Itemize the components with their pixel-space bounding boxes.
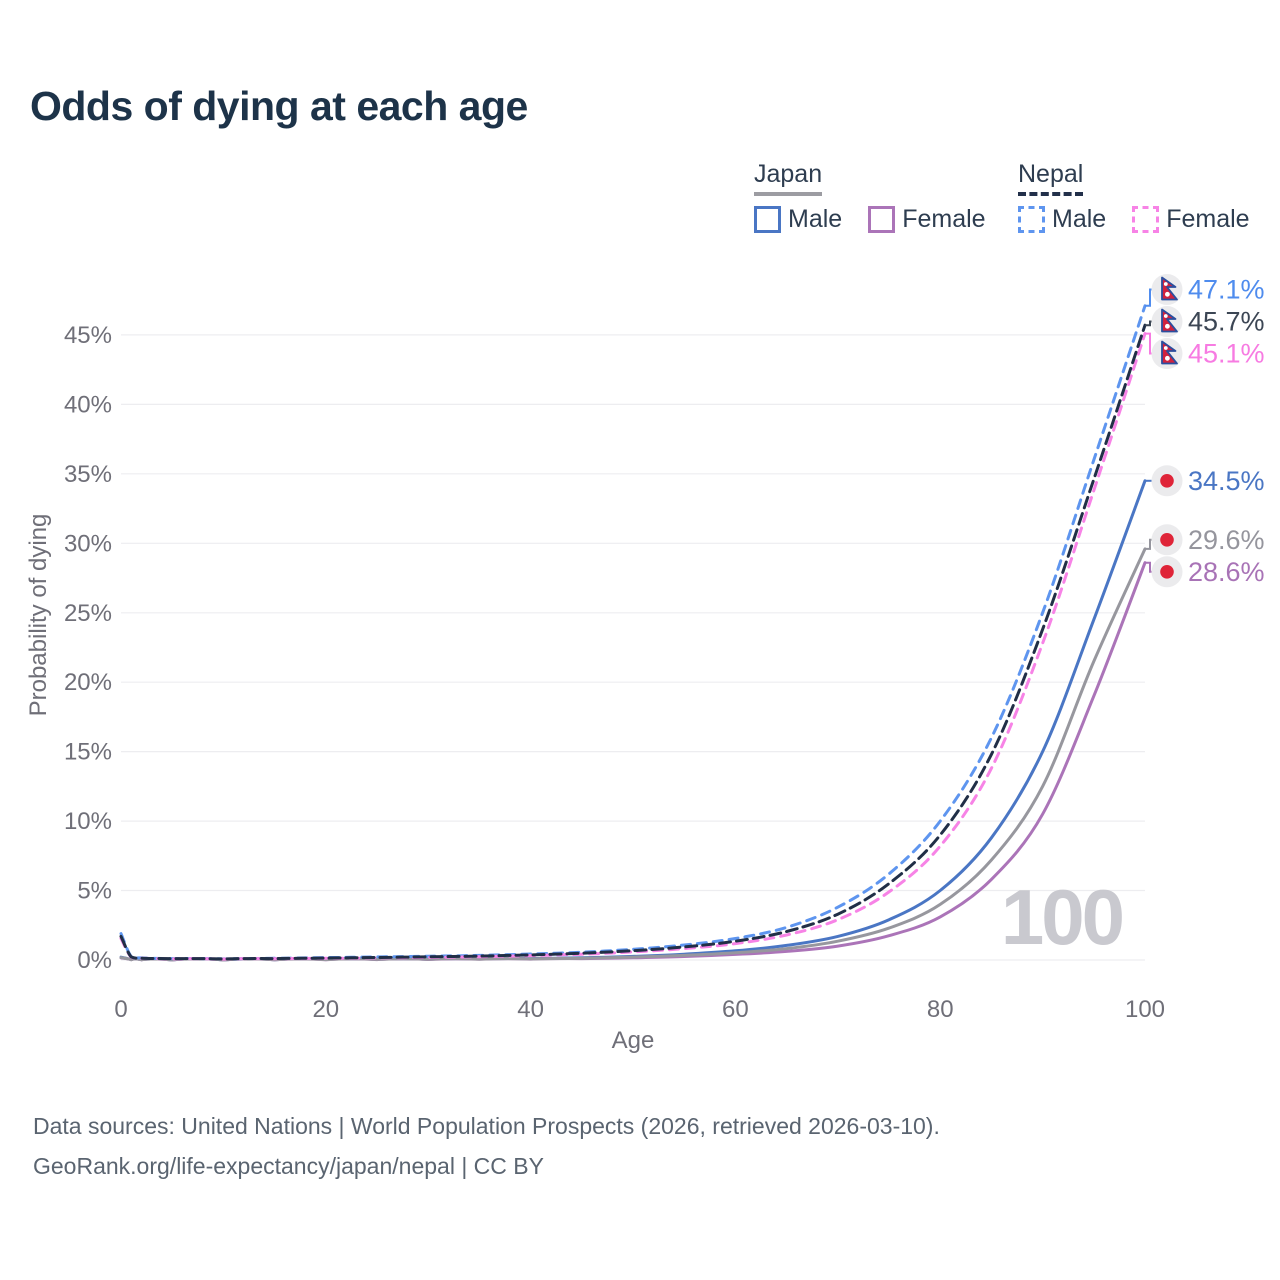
legend-item-label: Male (1052, 205, 1107, 233)
nepal-flag-icon (1161, 340, 1178, 365)
attribution-line1: Data sources: United Nations | World Pop… (33, 1113, 940, 1139)
y-tick-label: 40% (64, 391, 112, 418)
japan-female-swatch-icon (868, 206, 896, 233)
end-label-value: 45.1% (1188, 339, 1265, 369)
end-label-nepal_female: 45.1% (1145, 332, 1265, 370)
hover-age-watermark: 100 (1001, 873, 1123, 961)
legend-item-label: Female (902, 205, 986, 233)
legend-country-nepal: Nepal (1018, 160, 1084, 196)
legend-item-label: Male (788, 205, 843, 233)
x-axis-labels: 0 20 40 60 80 100 (114, 996, 1165, 1023)
end-label-japan_female: 28.6% (1145, 556, 1265, 588)
line-nepal_all[interactable] (119, 323, 1147, 961)
gridlines (121, 334, 1145, 961)
series-lines (119, 304, 1147, 962)
y-tick-label: 15% (64, 739, 112, 766)
y-tick-label: 35% (64, 461, 112, 488)
end-label-value: 47.1% (1188, 275, 1265, 305)
legend: Japan Male Female Nepal Male (0, 0, 1280, 250)
x-tick-label: 20 (312, 996, 339, 1023)
page-title: Odds of dying at each age (30, 83, 528, 129)
japan-flag-icon (1160, 565, 1174, 579)
nepal-flag-icon (1161, 276, 1178, 301)
end-label-nepal_all: 45.7% (1145, 306, 1265, 338)
label-connector (1145, 332, 1152, 355)
end-label-value: 34.5% (1188, 466, 1265, 496)
label-connector (1145, 561, 1152, 573)
nepal-flag-sun (1165, 323, 1170, 329)
attribution-line2: GeoRank.org/life-expectancy/japan/nepal … (33, 1153, 544, 1179)
legend-group-nepal: Nepal Male Female (1018, 160, 1250, 234)
attribution: Data sources: United Nations | World Pop… (33, 1106, 940, 1186)
x-tick-label: 0 (114, 996, 127, 1023)
x-tick-label: 80 (927, 996, 954, 1023)
nepal-flag-icon (1161, 308, 1178, 333)
legend-item-label: Female (1166, 205, 1250, 233)
label-connector (1145, 288, 1152, 307)
nepal-female-swatch-icon (1132, 206, 1160, 233)
nepal-flag-moon (1163, 282, 1168, 286)
end-label-japan_all: 29.6% (1145, 524, 1265, 556)
y-tick-label: 25% (64, 600, 112, 627)
y-tick-label: 30% (64, 530, 112, 557)
legend-item-japan-male[interactable]: Male (754, 205, 842, 234)
x-tick-label: 100 (1125, 996, 1165, 1023)
x-tick-label: 60 (722, 996, 749, 1023)
end-label-value: 29.6% (1188, 525, 1265, 555)
end-label-nepal_male: 47.1% (1145, 274, 1265, 307)
y-tick-label: 20% (64, 669, 112, 696)
y-tick-label: 5% (77, 878, 112, 905)
nepal-flag-sun (1165, 291, 1170, 297)
y-tick-label: 45% (64, 322, 112, 349)
end-label-japan_male: 34.5% (1145, 465, 1265, 497)
y-axis-title: Probability of dying (25, 514, 52, 717)
line-japan_male[interactable] (119, 479, 1147, 962)
label-connector (1145, 538, 1152, 550)
legend-items-japan: Male Female (754, 205, 986, 234)
legend-item-nepal-male[interactable]: Male (1018, 205, 1106, 234)
y-axis-labels: 0% 5% 10% 15% 20% 25% 30% 35% 40% 45% (64, 322, 112, 974)
legend-group-japan: Japan Male Female (754, 160, 986, 234)
legend-items-nepal: Male Female (1018, 205, 1250, 234)
nepal-flag-moon (1163, 346, 1168, 350)
nepal-male-swatch-icon (1018, 206, 1045, 233)
nepal-flag-moon (1163, 314, 1168, 318)
legend-item-japan-female[interactable]: Female (868, 205, 986, 234)
end-label-value: 28.6% (1188, 557, 1265, 587)
legend-item-nepal-female[interactable]: Female (1132, 205, 1250, 234)
japan-male-swatch-icon (754, 206, 781, 233)
y-tick-label: 10% (64, 808, 112, 835)
line-japan_female[interactable] (119, 561, 1147, 962)
end-label-value: 45.7% (1188, 307, 1265, 337)
japan-flag-icon (1160, 533, 1174, 547)
legend-country-japan: Japan (754, 160, 823, 196)
x-axis-title: Age (612, 1027, 655, 1054)
end-labels: 34.5% 28.6%29.6% 47.1% 45.1%45.7% (1145, 274, 1265, 588)
japan-flag-icon (1160, 473, 1174, 488)
nepal-flag-sun (1165, 355, 1170, 361)
label-connector (1145, 320, 1152, 327)
y-tick-label: 0% (77, 947, 112, 974)
line-nepal_female[interactable] (119, 332, 1147, 961)
x-tick-label: 40 (517, 996, 544, 1023)
